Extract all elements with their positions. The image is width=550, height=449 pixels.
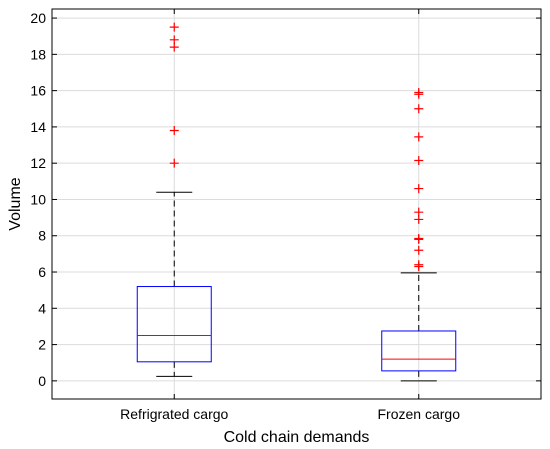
outlier-point	[169, 158, 179, 168]
y-tick-label: 6	[38, 264, 46, 280]
axis-ticks: 0 2 4 6 8 10 12 14 16 18 20 Refrigrated cargo Frozen…	[30, 9, 541, 422]
x-axis-title: Cold chain demands	[224, 429, 370, 446]
outlier-point	[414, 132, 424, 142]
outlier-point	[414, 87, 424, 97]
x-tick-label: Frozen cargo	[378, 406, 461, 422]
y-tick-label: 12	[30, 155, 46, 171]
iqr-box	[381, 330, 457, 372]
y-axis-title: Volume	[7, 177, 24, 230]
grid-lines	[52, 9, 541, 399]
y-tick-label: 4	[38, 300, 46, 316]
outlier-point	[169, 126, 179, 136]
outlier-point	[414, 260, 424, 270]
iqr-box	[136, 286, 212, 363]
y-tick-label: 0	[38, 373, 46, 389]
outlier-point	[414, 184, 424, 194]
x-tick-label: Refrigrated cargo	[120, 406, 228, 422]
y-tick-label: 2	[38, 337, 46, 353]
y-tick-label: 18	[30, 46, 46, 62]
y-tick-label: 20	[30, 10, 46, 26]
y-tick-label: 14	[30, 119, 46, 135]
y-tick-label: 10	[30, 191, 46, 207]
outlier-point	[414, 233, 424, 243]
outlier-point	[414, 104, 424, 114]
y-tick-label: 16	[30, 83, 46, 99]
outlier-point	[414, 245, 424, 255]
outlier-point	[414, 155, 424, 165]
outlier-point	[414, 207, 424, 217]
box-plot-marks	[136, 22, 457, 382]
y-tick-label: 8	[38, 228, 46, 244]
plot-frame	[51, 8, 542, 400]
outlier-point	[169, 22, 179, 32]
outlier-point	[169, 35, 179, 45]
